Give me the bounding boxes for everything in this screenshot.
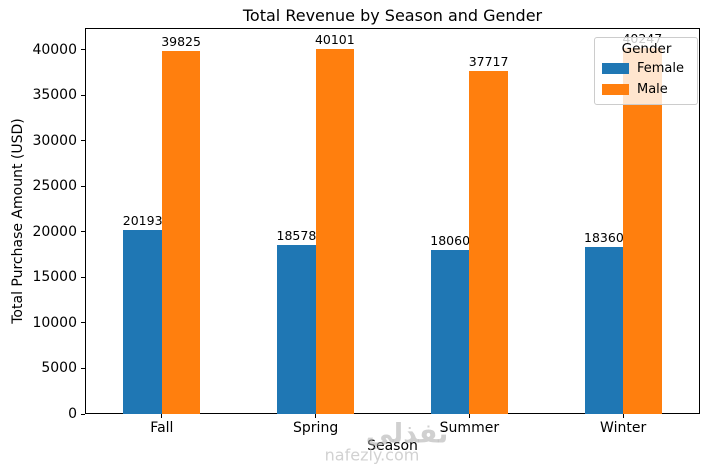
x-tick-mark bbox=[161, 414, 163, 418]
y-tick-mark bbox=[81, 185, 85, 187]
y-tick-mark bbox=[81, 367, 85, 369]
bar-spring-female bbox=[277, 244, 316, 414]
bar-winter-male bbox=[623, 47, 662, 414]
y-tick-label: 40000 bbox=[32, 41, 77, 58]
x-tick-label-fall: Fall bbox=[150, 420, 174, 436]
legend-item-label: Male bbox=[637, 82, 668, 97]
bar-value-label: 18578 bbox=[276, 227, 317, 243]
y-tick-mark bbox=[81, 413, 85, 415]
bar-value-label: 40101 bbox=[314, 31, 355, 47]
female-color-swatch bbox=[602, 63, 629, 74]
bar-summer-male bbox=[469, 70, 508, 414]
bar-value-label: 20193 bbox=[122, 213, 163, 229]
y-tick-mark bbox=[81, 49, 85, 51]
y-tick-mark bbox=[81, 231, 85, 233]
y-tick-label: 25000 bbox=[32, 178, 77, 195]
x-tick-label-winter: Winter bbox=[600, 420, 647, 436]
y-tick-mark bbox=[81, 276, 85, 278]
y-tick-label: 10000 bbox=[32, 314, 77, 331]
bar-fall-female bbox=[123, 230, 162, 414]
x-tick-mark bbox=[315, 414, 317, 418]
y-tick-mark bbox=[81, 322, 85, 324]
bar-value-label: 18060 bbox=[430, 232, 471, 248]
x-axis-label: Season bbox=[367, 438, 418, 454]
legend-item-label: Female bbox=[637, 61, 685, 76]
male-color-swatch bbox=[602, 84, 629, 95]
y-tick-label: 0 bbox=[68, 406, 77, 422]
bar-winter-female bbox=[584, 246, 624, 414]
bar-fall-male bbox=[161, 51, 201, 414]
y-axis-label: Total Purchase Amount (USD) bbox=[10, 118, 26, 324]
x-tick-label-summer: Summer bbox=[439, 420, 500, 436]
y-tick-label: 20000 bbox=[32, 223, 77, 240]
x-tick-mark bbox=[622, 414, 624, 418]
legend-title: Gender bbox=[621, 41, 672, 57]
legend-item-female: Female bbox=[602, 58, 691, 79]
bar-summer-female bbox=[430, 249, 470, 414]
x-tick-label-spring: Spring bbox=[293, 420, 339, 436]
chart-title: Total Revenue by Season and Gender bbox=[242, 6, 543, 25]
bar-value-label: 37717 bbox=[468, 53, 509, 69]
bar-value-label: 18360 bbox=[584, 229, 624, 245]
y-tick-label: 15000 bbox=[32, 269, 77, 286]
y-tick-label: 35000 bbox=[32, 87, 77, 104]
bar-value-label: 39825 bbox=[161, 34, 201, 50]
x-tick-mark bbox=[468, 414, 470, 418]
y-tick-label: 30000 bbox=[32, 132, 77, 149]
y-tick-mark bbox=[81, 140, 85, 142]
legend-item-male: Male bbox=[602, 79, 691, 100]
y-tick-mark bbox=[81, 94, 85, 96]
bar-spring-male bbox=[315, 48, 355, 414]
legend: Gender Female Male bbox=[594, 37, 698, 105]
y-tick-label: 5000 bbox=[41, 360, 77, 377]
